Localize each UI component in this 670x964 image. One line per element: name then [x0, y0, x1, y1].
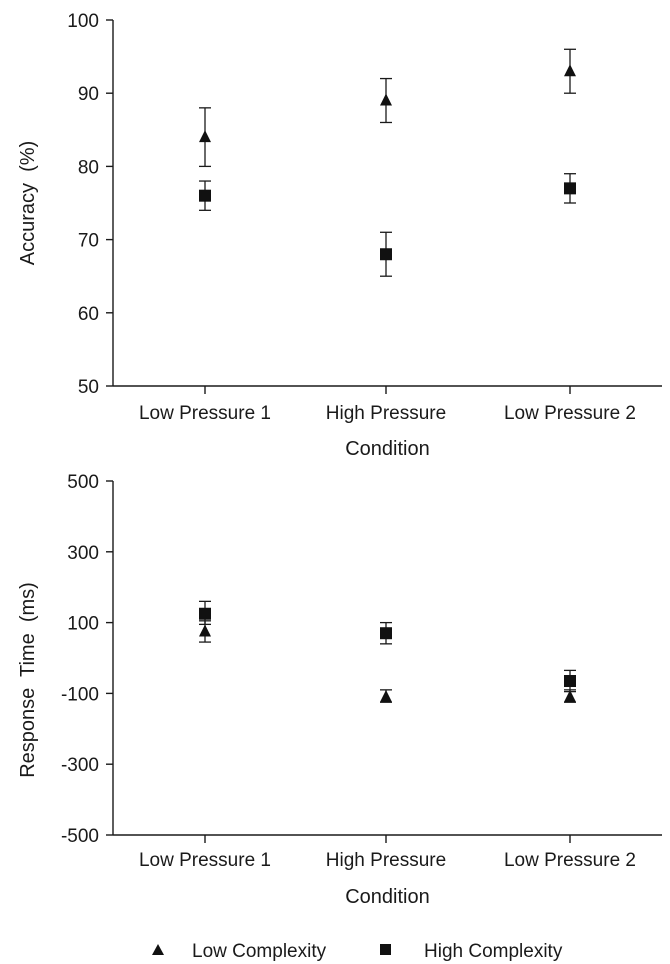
response-time-y-tick-label: 300 — [67, 543, 99, 564]
accuracy-high-complexity-point — [564, 182, 576, 195]
accuracy-y-tick-label: 90 — [78, 84, 99, 105]
accuracy-low-complexity-point — [564, 64, 576, 77]
response-time-category-label: High Pressure — [326, 850, 446, 871]
response-time-low-complexity-point — [564, 689, 576, 702]
response-time-category-label: Low Pressure 1 — [139, 850, 271, 871]
accuracy-category-label: Low Pressure 1 — [139, 403, 271, 424]
accuracy-high-complexity-point — [380, 248, 392, 261]
legend-label-low-complexity: Low Complexity — [192, 941, 327, 962]
response-time-panel: -500 -300 -100 100 300 500 Low Pressure 1 High … — [17, 472, 662, 908]
response-time-high-complexity-point — [199, 607, 211, 620]
legend: Low Complexity High Complexity — [152, 941, 563, 962]
legend-square-marker — [380, 944, 391, 955]
accuracy-y-tick-label: 60 — [78, 304, 99, 325]
response-time-high-complexity-point — [380, 627, 392, 640]
response-time-y-tick-label: -500 — [61, 826, 99, 847]
accuracy-category-label: Low Pressure 2 — [504, 403, 636, 424]
response-time-y-tick-label: -300 — [61, 755, 99, 776]
accuracy-x-axis-title: Condition — [345, 438, 430, 460]
accuracy-y-tick-label: 80 — [78, 157, 99, 178]
legend-triangle-marker — [152, 944, 164, 955]
response-time-high-complexity-point — [564, 675, 576, 688]
response-time-low-complexity-point — [380, 689, 392, 702]
legend-label-high-complexity: High Complexity — [424, 941, 563, 962]
response-time-y-axis-title: Response Time (ms) — [17, 582, 39, 778]
accuracy-y-axis-title: Accuracy (%) — [17, 141, 39, 265]
response-time-low-complexity-point — [199, 624, 211, 637]
response-time-y-tick-label: 100 — [67, 614, 99, 635]
accuracy-low-complexity-point — [199, 130, 211, 143]
accuracy-low-complexity-point — [380, 93, 392, 106]
response-time-x-axis-title: Condition — [345, 886, 430, 908]
response-time-y-tick-label: -100 — [61, 684, 99, 705]
accuracy-panel: 50 60 70 80 90 100 Low Pressure 1 High Pressure… — [17, 11, 662, 460]
accuracy-y-tick-label: 50 — [78, 377, 99, 398]
accuracy-y-tick-label: 70 — [78, 231, 99, 252]
response-time-y-tick-label: 500 — [67, 472, 99, 493]
accuracy-high-complexity-point — [199, 189, 211, 202]
response-time-category-label: Low Pressure 2 — [504, 850, 636, 871]
accuracy-category-label: High Pressure — [326, 403, 446, 424]
accuracy-y-tick-label: 100 — [67, 11, 99, 32]
